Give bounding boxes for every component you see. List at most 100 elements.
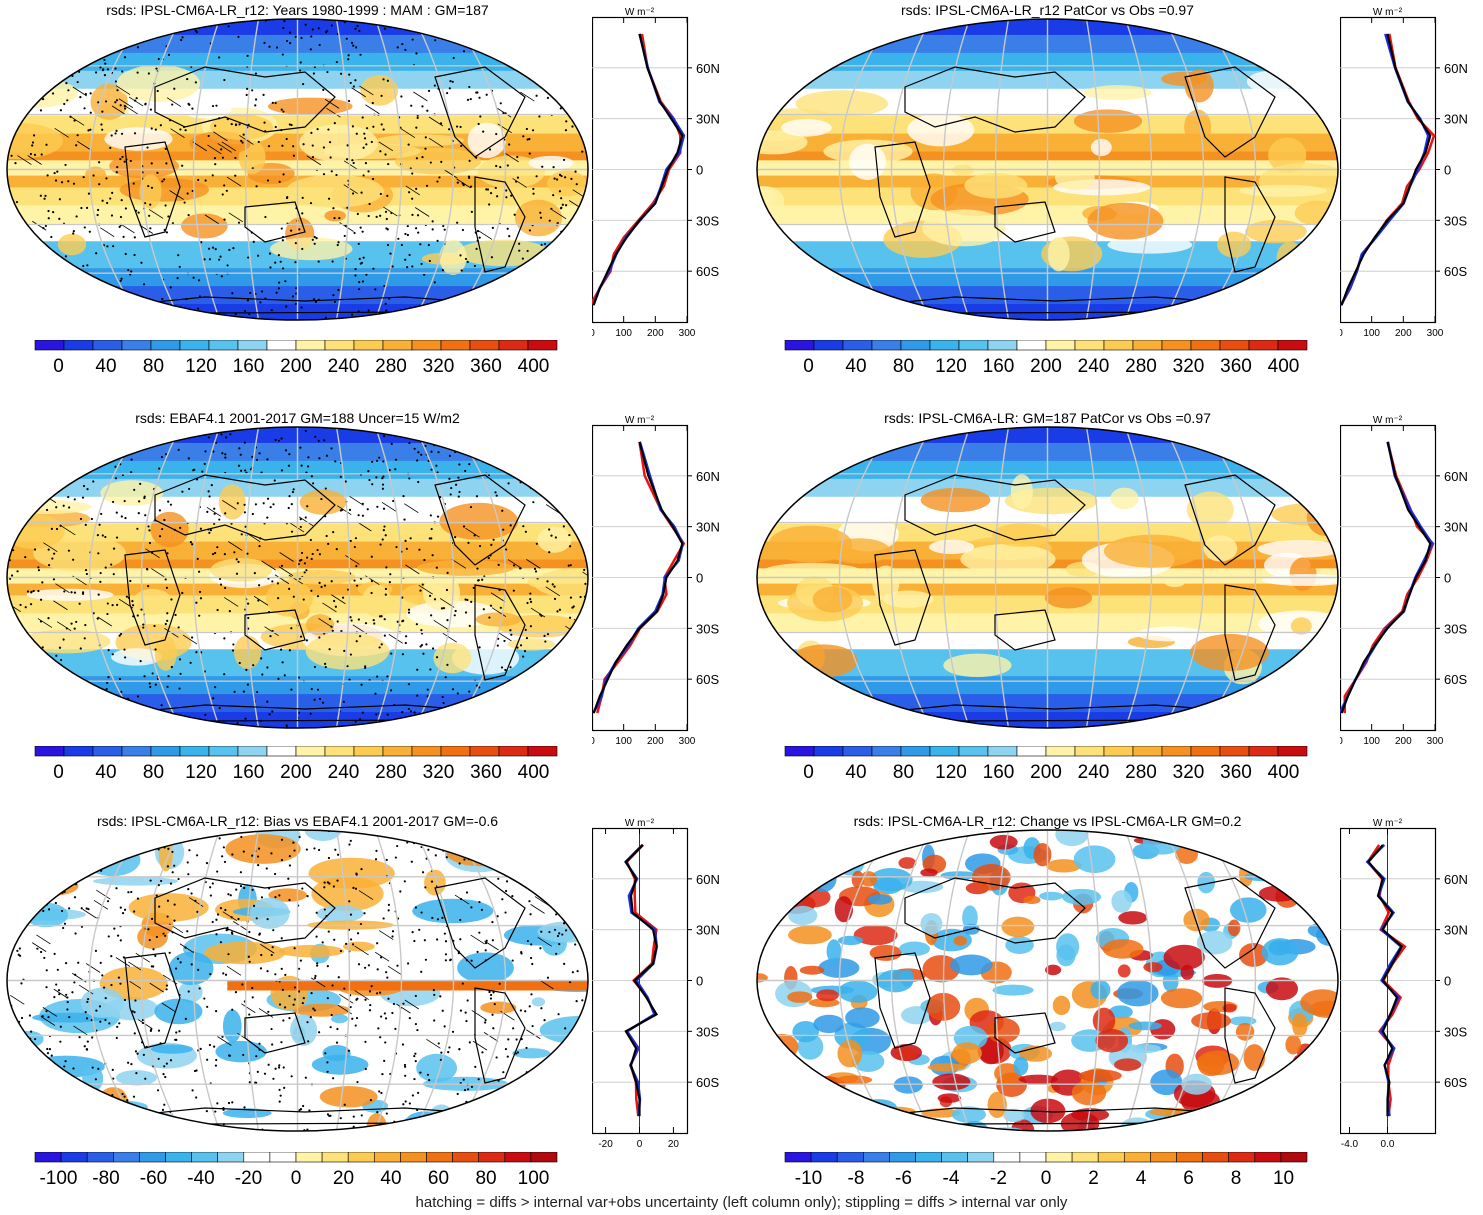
zonal-profile-plot: W m⁻² 60N 30N 0 30S 60S 0 100 200 300 — [592, 7, 720, 339]
profile-lat-tick: 60S — [1444, 264, 1467, 279]
profile-x-tick: 200 — [1395, 328, 1412, 339]
profile-lat-tick: 30N — [1444, 923, 1468, 938]
profile-lat-tick: 30N — [696, 520, 720, 535]
colorbar-tick-label: 0 — [803, 762, 814, 783]
panel-title: rsds: EBAF4.1 2001-2017 GM=188 Uncer=15 … — [135, 410, 460, 426]
profile-lat-tick: 60N — [696, 872, 720, 887]
colorbar-tick-label: 160 — [983, 762, 1015, 783]
colorbar-tick-label: 240 — [1078, 356, 1110, 377]
profile-lat-tick: 60S — [696, 1075, 719, 1090]
profile-unit: W m⁻² — [1373, 415, 1403, 426]
zonal-profile-plot: W m⁻² 60N 30N 0 30S 60S -20 0 20 — [592, 818, 720, 1150]
profile-lat-tick: 60N — [1444, 61, 1468, 76]
profile-line-black — [624, 844, 659, 1117]
profile-x-tick: -20 — [598, 1139, 613, 1150]
profile-unit: W m⁻² — [1373, 818, 1403, 829]
colorbar-tick-label: 80 — [143, 356, 164, 377]
profile-x-tick: 0 — [592, 736, 595, 747]
colorbar-tick-label: 200 — [280, 762, 312, 783]
profile-line-black — [592, 441, 684, 714]
colorbar-tick-label: 80 — [893, 356, 914, 377]
colorbar-tick-label: 60 — [428, 1168, 449, 1189]
colorbar-tick-label: -6 — [895, 1168, 912, 1189]
profile-line-black — [1367, 844, 1404, 1117]
colorbar-tick-label: 0 — [1041, 1168, 1052, 1189]
colorbar-tick-label: 40 — [845, 762, 866, 783]
profile-lat-tick: 30S — [696, 621, 719, 636]
robinson-map — [6, 829, 589, 1132]
colorbar-tick-label: 320 — [423, 356, 455, 377]
colorbar-tick-label: 10 — [1273, 1168, 1294, 1189]
colorbar-tick-label: 320 — [1173, 762, 1205, 783]
colorbar-tick-label: -80 — [92, 1168, 119, 1189]
colorbar-tick-label: 0 — [291, 1168, 302, 1189]
profile-x-tick: 300 — [1427, 328, 1444, 339]
colorbar-tick-label: -4 — [943, 1168, 960, 1189]
colorbar-tick-label: 40 — [95, 356, 116, 377]
colorbar-tick-label: 320 — [423, 762, 455, 783]
profile-lat-tick: 60S — [1444, 672, 1467, 687]
colorbar-tick-label: 360 — [470, 762, 502, 783]
profile-x-tick: -4.0 — [1341, 1139, 1359, 1150]
colorbar: -100 -80 -60 -40 -20 0 20 40 60 80 100 — [34, 1152, 558, 1189]
profile-x-tick: 100 — [1363, 328, 1380, 339]
colorbar-tick-label: 40 — [845, 356, 866, 377]
profile-lat-tick: 60N — [696, 61, 720, 76]
colorbar-tick-label: 400 — [518, 762, 550, 783]
profile-x-tick: 300 — [679, 736, 696, 747]
profile-line-black — [592, 33, 684, 306]
colorbar-tick-label: 8 — [1231, 1168, 1242, 1189]
colorbar-tick-label: 100 — [518, 1168, 550, 1189]
colorbar-tick-label: 120 — [935, 762, 967, 783]
robinson-map — [6, 426, 589, 729]
profile-lat-tick: 30N — [1444, 112, 1468, 127]
profile-lat-tick: 0 — [1444, 571, 1451, 586]
colorbar-tick-label: 200 — [1030, 356, 1062, 377]
colorbar-tick-label: 200 — [280, 356, 312, 377]
colorbar-tick-label: 360 — [1220, 356, 1252, 377]
colorbar-tick-label: 0 — [803, 356, 814, 377]
profile-lat-tick: 0 — [696, 163, 703, 178]
colorbar-tick-label: 400 — [518, 356, 550, 377]
colorbar-tick-label: 80 — [475, 1168, 496, 1189]
zonal-profile-plot: W m⁻² 60N 30N 0 30S 60S 0 100 200 300 — [592, 415, 720, 747]
colorbar: 0 40 80 120 160 200 240 280 320 360 400 — [784, 340, 1308, 377]
profile-x-tick: 0 — [637, 1139, 643, 1150]
profile-x-tick: 300 — [1427, 736, 1444, 747]
panel-title: rsds: IPSL-CM6A-LR_r12: Bias vs EBAF4.1 … — [96, 813, 499, 829]
profile-lat-tick: 60N — [1444, 469, 1468, 484]
robinson-map — [6, 18, 589, 321]
profile-lat-tick: 30S — [696, 213, 719, 228]
colorbar-tick-label: 80 — [893, 762, 914, 783]
panel-title: rsds: IPSL-CM6A-LR_r12: Years 1980-1999 … — [106, 2, 489, 18]
profile-lat-tick: 60S — [696, 264, 719, 279]
profile-lat-tick: 60N — [1444, 872, 1468, 887]
colorbar-tick-label: -60 — [140, 1168, 167, 1189]
colorbar-tick-label: 120 — [185, 356, 217, 377]
robinson-map — [756, 426, 1339, 729]
profile-lat-tick: 0 — [696, 571, 703, 586]
profile-x-tick: 200 — [1395, 736, 1412, 747]
profile-unit: W m⁻² — [1373, 7, 1403, 18]
profile-lat-tick: 30N — [1444, 520, 1468, 535]
profile-lat-tick: 30S — [1444, 213, 1467, 228]
profile-lat-tick: 30N — [696, 112, 720, 127]
colorbar-tick-label: 360 — [470, 356, 502, 377]
zonal-profile-plot: W m⁻² 60N 30N 0 30S 60S 0 100 200 300 — [1340, 7, 1468, 339]
colorbar-tick-label: -20 — [235, 1168, 262, 1189]
profile-lat-tick: 60S — [696, 672, 719, 687]
profile-lat-tick: 0 — [1444, 974, 1451, 989]
colorbar-tick-label: 280 — [375, 762, 407, 783]
profile-x-tick: 0.0 — [1381, 1139, 1395, 1150]
colorbar-tick-label: 4 — [1136, 1168, 1147, 1189]
colorbar-tick-label: 0 — [53, 762, 64, 783]
colorbar-tick-label: 6 — [1183, 1168, 1194, 1189]
profile-x-tick: 20 — [668, 1139, 680, 1150]
colorbar-tick-label: 400 — [1268, 762, 1300, 783]
colorbar-tick-label: -8 — [848, 1168, 865, 1189]
profile-lat-tick: 30S — [1444, 1024, 1467, 1039]
robinson-map — [756, 18, 1339, 321]
panel-title: rsds: IPSL-CM6A-LR_r12 PatCor vs Obs =0.… — [901, 2, 1194, 18]
colorbar-tick-label: 0 — [53, 356, 64, 377]
footer-note: hatching = diffs > internal var+obs unce… — [415, 1194, 1068, 1211]
